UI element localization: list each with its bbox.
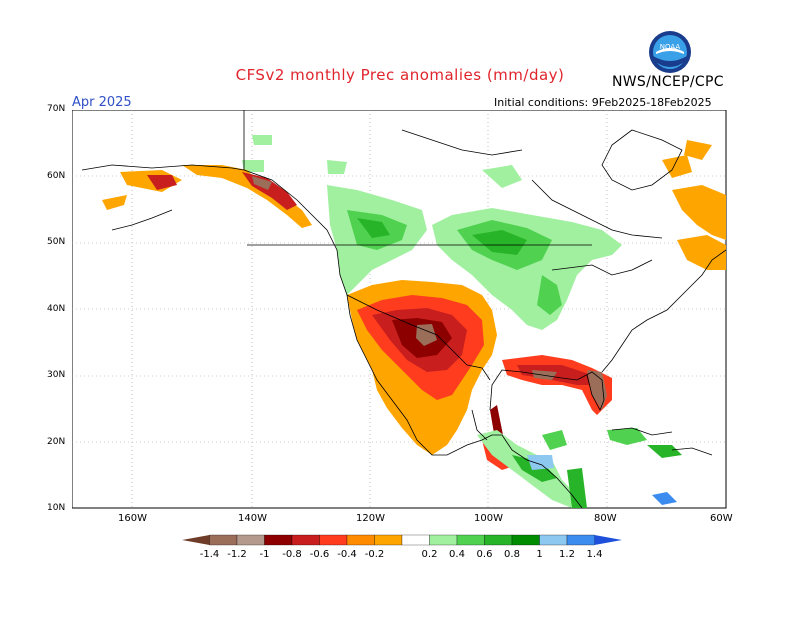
colorbar-box (484, 534, 513, 546)
colorbar-tick-label: 0.8 (504, 549, 520, 560)
colorbar-box (319, 534, 348, 546)
colorbar-boxes (182, 534, 622, 546)
colorbar-right-arrow (594, 535, 622, 545)
colorbar-box (209, 534, 238, 546)
anomaly-shading (102, 135, 726, 508)
colorbar-tick-labels: -1.4 -1.2 -1 -0.8 -0.6 -0.4 -0.2 0.2 0.4 0.6 0.8 1 1… (200, 549, 603, 560)
colorbar-tick-label: -0.8 (282, 549, 302, 560)
lat-label-50n: 50N (47, 237, 66, 247)
colorbar-tick-label: -0.4 (337, 549, 357, 560)
chart-title: CFSv2 monthly Prec anomalies (mm/day) (235, 66, 565, 84)
svg-text:NOAA: NOAA (660, 43, 681, 51)
noaa-logo: NOAA (649, 31, 691, 73)
valid-month: Apr 2025 (72, 95, 132, 110)
colorbar-tick-label: 0.6 (477, 549, 493, 560)
lon-label-60w: 60W (710, 513, 733, 524)
colorbar-tick-label: 0.4 (449, 549, 465, 560)
lat-label-60n: 60N (47, 171, 66, 181)
colorbar-box (401, 534, 430, 546)
lat-label-40n: 40N (47, 304, 66, 314)
initial-conditions: Initial conditions: 9Feb2025-18Feb2025 (494, 96, 712, 109)
lat-label-10n: 10N (47, 503, 66, 513)
colorbar-tick-label: 1.2 (559, 549, 575, 560)
colorbar-tick-label: 0.2 (422, 549, 438, 560)
colorbar-box (539, 534, 568, 546)
colorbar-legend: -1.4 -1.2 -1 -0.8 -0.6 -0.4 -0.2 0.2 0.4 0.6 0.8 1 1… (182, 534, 622, 560)
lon-label-100w: 100W (474, 513, 503, 524)
colorbar-tick-label: -1.2 (227, 549, 247, 560)
colorbar-tick-label: -1.4 (200, 549, 220, 560)
anomaly-map (72, 110, 727, 509)
lon-label-140w: 140W (238, 513, 267, 524)
colorbar-box (566, 534, 595, 546)
colorbar-left-arrow (182, 535, 210, 545)
colorbar-box (374, 534, 403, 546)
colorbar-box (429, 534, 458, 546)
colorbar-box (264, 534, 293, 546)
colorbar-tick-label: -0.6 (310, 549, 330, 560)
colorbar-tick-label: 1 (536, 549, 542, 560)
lat-label-30n: 30N (47, 370, 66, 380)
lon-label-80w: 80W (594, 513, 617, 524)
lon-label-160w: 160W (118, 513, 147, 524)
agency-label: NWS/NCEP/CPC (612, 74, 724, 90)
lat-label-20n: 20N (47, 437, 66, 447)
lon-label-120w: 120W (356, 513, 385, 524)
colorbar-box (346, 534, 375, 546)
coastlines (81, 110, 727, 509)
colorbar-box (291, 534, 320, 546)
colorbar-tick-label: -0.2 (365, 549, 385, 560)
colorbar-tick-label: -1 (260, 549, 270, 560)
colorbar-box (236, 534, 265, 546)
colorbar-box (456, 534, 485, 546)
colorbar-tick-label: 1.4 (587, 549, 603, 560)
colorbar-box (511, 534, 540, 546)
lat-label-70n: 70N (47, 104, 66, 114)
